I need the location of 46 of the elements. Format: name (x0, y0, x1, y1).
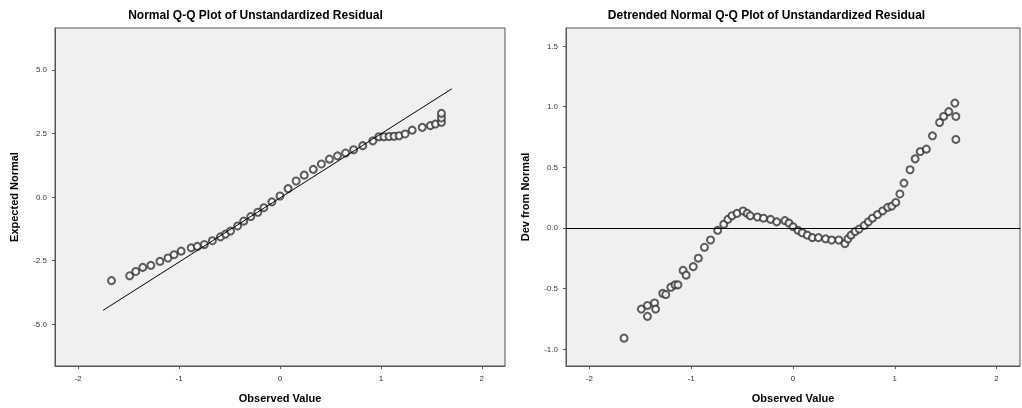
x-tick-label: -2 (74, 373, 83, 383)
y-tick-label: 1.0 (546, 102, 559, 112)
x-axis-title: Observed Value (751, 391, 835, 404)
x-tick-label: -2 (585, 373, 594, 383)
point (407, 125, 417, 135)
y-tick-label: -0.5 (544, 283, 559, 293)
point (169, 250, 179, 260)
point (308, 164, 318, 174)
x-tick-label: 0 (277, 373, 283, 383)
point (138, 262, 148, 272)
x-axis-title: Observed Value (238, 391, 322, 404)
y-tick-label: 0.0 (546, 223, 559, 233)
point (155, 256, 165, 266)
point (333, 151, 343, 161)
point (417, 122, 427, 132)
y-tick-label: 0.0 (35, 192, 48, 202)
x-tick-label: 2 (479, 373, 485, 383)
chart-title: Detrended Normal Q-Q Plot of Unstandardized Residual (607, 8, 926, 22)
x-tick-label: -1 (687, 373, 696, 383)
point (176, 246, 186, 256)
point (131, 266, 141, 276)
x-tick-label: -1 (175, 373, 184, 383)
y-tick-label: -1.0 (544, 344, 559, 354)
point (107, 276, 116, 286)
y-axis-title: Expected Normal (7, 152, 20, 242)
y-tick-label: 5.0 (35, 65, 48, 75)
x-tick-label: 1 (378, 373, 384, 383)
point (291, 176, 301, 186)
point (283, 184, 293, 194)
y-tick-label: 2.5 (35, 128, 48, 138)
point (316, 159, 326, 169)
x-tick-label: 2 (994, 373, 1000, 383)
chart-title: Normal Q-Q Plot of Unstandardized Residual (128, 8, 383, 22)
y-axis-title: Dev from Normal (518, 152, 531, 242)
point (400, 129, 410, 139)
point (125, 271, 135, 281)
point (436, 108, 446, 118)
point (146, 260, 156, 270)
x-tick-label: 0 (790, 373, 796, 383)
y-tick-label: 1.5 (546, 41, 559, 51)
x-tick-label: 1 (892, 373, 898, 383)
y-tick-label: -2.5 (33, 256, 48, 266)
y-tick-label: 0.5 (546, 162, 559, 172)
point (299, 170, 309, 180)
y-tick-label: -5.0 (33, 319, 48, 329)
point (324, 154, 334, 164)
